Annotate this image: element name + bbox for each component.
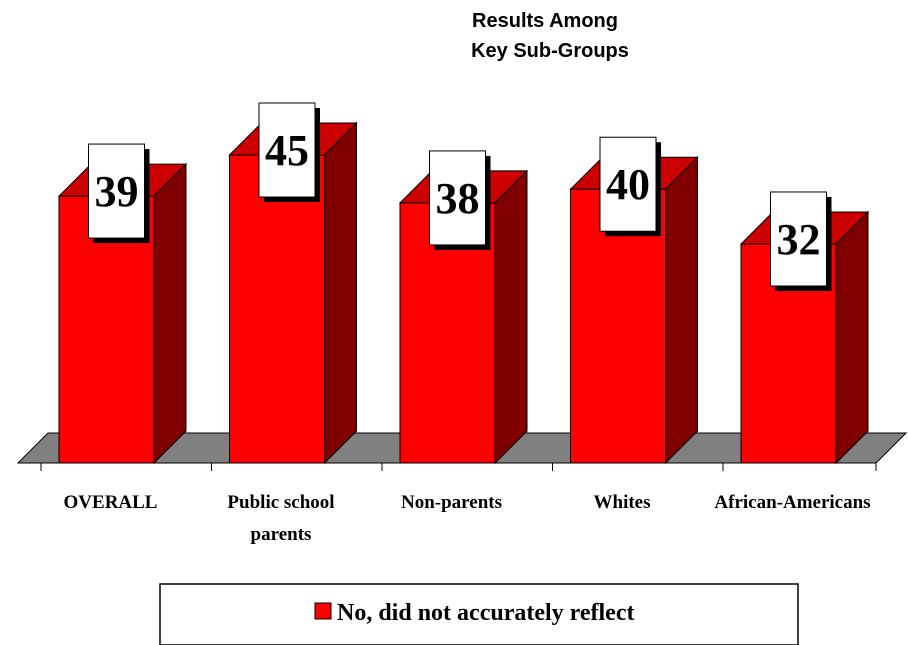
- legend-box: [159, 583, 799, 645]
- chart-title-line-1: Results Among: [472, 10, 618, 32]
- category-labels-layer: OVERALL Public school parents Non-parents Wh…: [40, 463, 877, 545]
- category-label-4: African-Americans: [714, 492, 870, 513]
- legend-label: No, did not accurately reflect: [337, 600, 634, 626]
- legend-swatch: [314, 602, 332, 620]
- category-label-2: Non-parents: [401, 492, 502, 513]
- bar-0: 39: [57, 143, 188, 465]
- value-label-1: 45: [265, 126, 309, 175]
- category-label-0-line-0: OVERALL: [64, 492, 158, 513]
- bar-side-1: [324, 121, 357, 465]
- category-label-0: OVERALL: [64, 492, 158, 513]
- value-label-box-2: [429, 150, 486, 246]
- bar-3: 40: [569, 136, 699, 465]
- chart-title-line-2: Key Sub-Groups: [471, 40, 629, 62]
- category-label-3: Whites: [594, 492, 651, 513]
- value-label-2: 38: [436, 174, 480, 223]
- value-label-box-1: [258, 102, 316, 198]
- category-label-3-line-0: Whites: [594, 492, 651, 513]
- bar-1: 45: [228, 102, 358, 465]
- category-label-1: Public school parents: [227, 492, 334, 545]
- legend: No, did not accurately reflect: [159, 583, 799, 645]
- bar-2: 38: [398, 150, 529, 465]
- value-label-0: 39: [95, 167, 139, 216]
- value-label-box-4: [770, 191, 827, 287]
- value-label-3: 40: [606, 160, 650, 209]
- value-label-box-0: [88, 143, 145, 239]
- category-label-1-line-0: Public school: [227, 492, 334, 513]
- category-label-1-line-1: parents: [251, 524, 312, 545]
- bar-4: 32: [739, 191, 870, 465]
- bar-side-4: [835, 210, 869, 465]
- value-label-4: 32: [777, 215, 821, 264]
- bar-side-3: [665, 156, 698, 465]
- category-label-4-line-0: African-Americans: [714, 492, 870, 513]
- bar-side-0: [153, 162, 187, 465]
- bars-layer: 39 45 38 40 32: [57, 102, 870, 465]
- bar-side-2: [494, 169, 528, 465]
- value-label-box-3: [599, 136, 657, 232]
- category-label-2-line-0: Non-parents: [401, 492, 502, 513]
